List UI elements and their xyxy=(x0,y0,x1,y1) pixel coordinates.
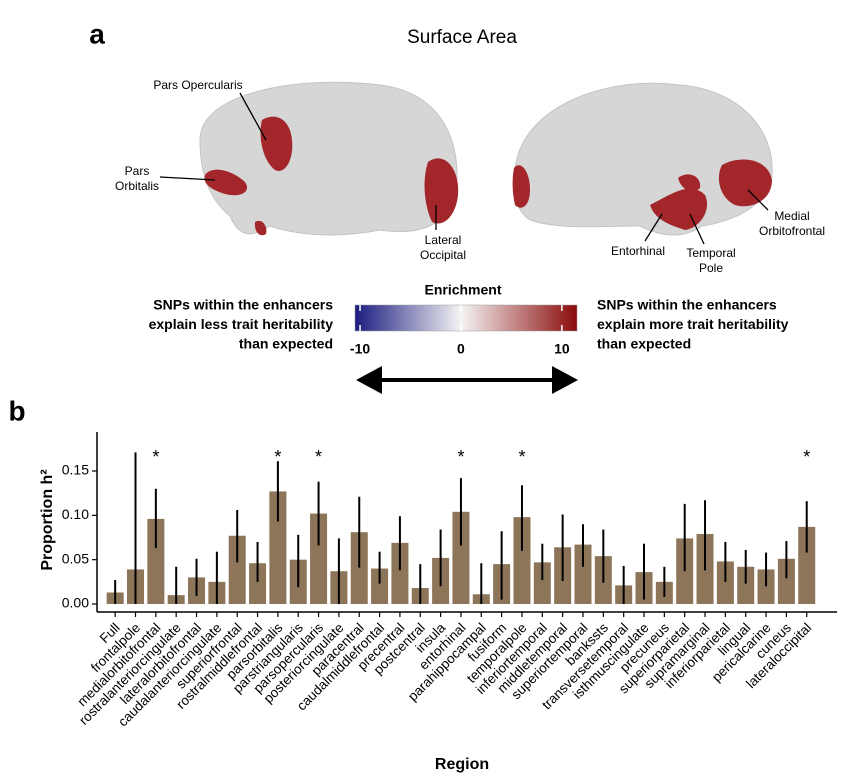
bar xyxy=(452,511,470,605)
brain-label: Medial xyxy=(774,209,809,223)
legend-text: explain more trait heritability xyxy=(597,316,789,332)
brain-label: Orbitalis xyxy=(115,179,159,193)
bar xyxy=(716,561,734,605)
bar xyxy=(533,562,551,605)
colorbar-tick-label: 0 xyxy=(457,341,465,357)
brain-label: Occipital xyxy=(420,248,466,262)
bar xyxy=(371,568,389,605)
panel-label: a xyxy=(89,18,105,49)
brain-lateral xyxy=(199,81,459,236)
brain-medial xyxy=(512,82,773,236)
brain-label: Entorhinal xyxy=(611,244,665,258)
legend-text: SNPs within the enhancers xyxy=(597,297,777,313)
significance-mark: * xyxy=(274,447,281,467)
brain-label: Lateral xyxy=(425,233,462,247)
significance-mark: * xyxy=(803,447,810,467)
panel-label: b xyxy=(8,395,25,426)
bar xyxy=(757,569,775,605)
colorbar-tick-label: -10 xyxy=(350,341,370,357)
significance-mark: * xyxy=(518,447,525,467)
legend-title: Enrichment xyxy=(424,282,501,298)
brain-label: Orbitofrontal xyxy=(759,224,825,238)
y-tick-label: 0.10 xyxy=(62,506,89,522)
bar xyxy=(147,518,165,605)
legend-text: than expected xyxy=(597,336,691,352)
y-axis-label: Proportion h² xyxy=(39,469,56,570)
bar xyxy=(269,491,287,605)
brain-label: Temporal xyxy=(686,246,735,260)
bar xyxy=(513,517,531,605)
panel-title: Surface Area xyxy=(407,27,517,48)
y-tick-label: 0.15 xyxy=(62,462,89,478)
colorbar xyxy=(354,304,578,332)
brain-label: Pars xyxy=(125,164,150,178)
legend-text: SNPs within the enhancers xyxy=(153,297,333,313)
legend-text: than expected xyxy=(239,336,333,352)
bar xyxy=(310,513,328,605)
bar xyxy=(249,563,267,605)
significance-mark: * xyxy=(152,447,159,467)
brain-label: Pole xyxy=(699,261,723,275)
brain-labels: Pars Opercularis Pars Orbitalis Lateral … xyxy=(115,78,825,275)
bar xyxy=(574,544,592,605)
leader-lines xyxy=(159,92,769,245)
brain-label: Pars Opercularis xyxy=(153,78,242,92)
y-tick-label: 0.05 xyxy=(62,550,89,566)
colorbar-tick-label: 10 xyxy=(554,341,570,357)
bar xyxy=(228,535,246,605)
y-tick-label: 0.00 xyxy=(62,595,89,611)
bar xyxy=(737,566,755,605)
significance-mark: * xyxy=(315,447,322,467)
bar xyxy=(798,526,816,605)
bar xyxy=(350,532,368,605)
significance-mark: * xyxy=(457,447,464,467)
arrow xyxy=(356,366,578,394)
x-axis-label: Region xyxy=(435,756,489,773)
bar xyxy=(777,558,795,605)
bar xyxy=(391,542,409,605)
legend-text: explain less trait heritability xyxy=(149,316,334,332)
